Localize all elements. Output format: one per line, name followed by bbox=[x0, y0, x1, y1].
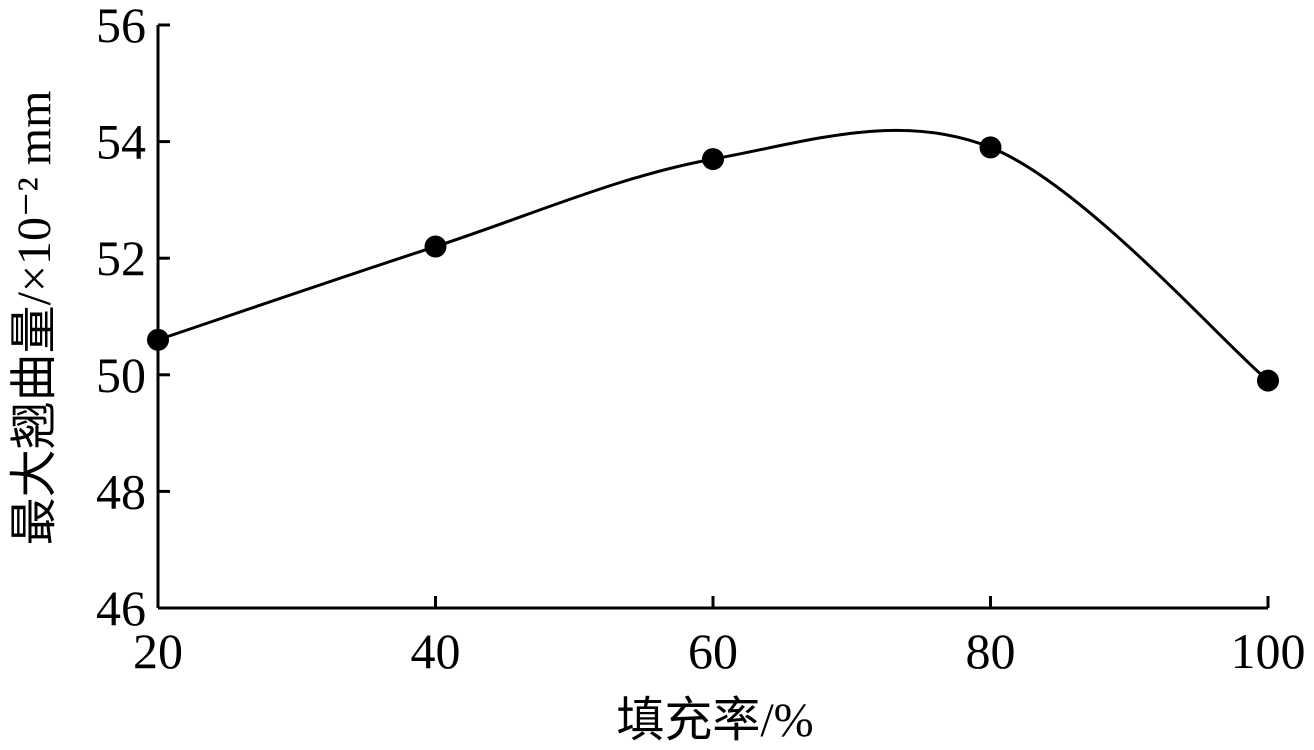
y-tick-label: 46 bbox=[96, 580, 146, 636]
x-tick-label: 60 bbox=[688, 623, 738, 679]
y-axis-label: 最大翘曲量/×10⁻² mm bbox=[8, 91, 61, 546]
x-tick-label: 80 bbox=[966, 623, 1016, 679]
data-point bbox=[424, 235, 447, 258]
y-tick-label: 54 bbox=[96, 114, 146, 170]
x-axis-label: 填充率/% bbox=[616, 694, 813, 747]
y-tick-label: 56 bbox=[96, 0, 146, 53]
data-point bbox=[979, 136, 1002, 159]
data-point bbox=[147, 328, 169, 351]
data-point bbox=[702, 148, 724, 171]
y-tick-label: 50 bbox=[96, 347, 146, 403]
x-tick-label: 20 bbox=[133, 623, 183, 679]
y-tick-label: 48 bbox=[96, 463, 146, 519]
x-tick-label: 40 bbox=[411, 623, 461, 679]
data-point bbox=[1257, 369, 1279, 392]
x-tick-label: 100 bbox=[1231, 623, 1306, 679]
y-tick-label: 52 bbox=[96, 230, 146, 286]
